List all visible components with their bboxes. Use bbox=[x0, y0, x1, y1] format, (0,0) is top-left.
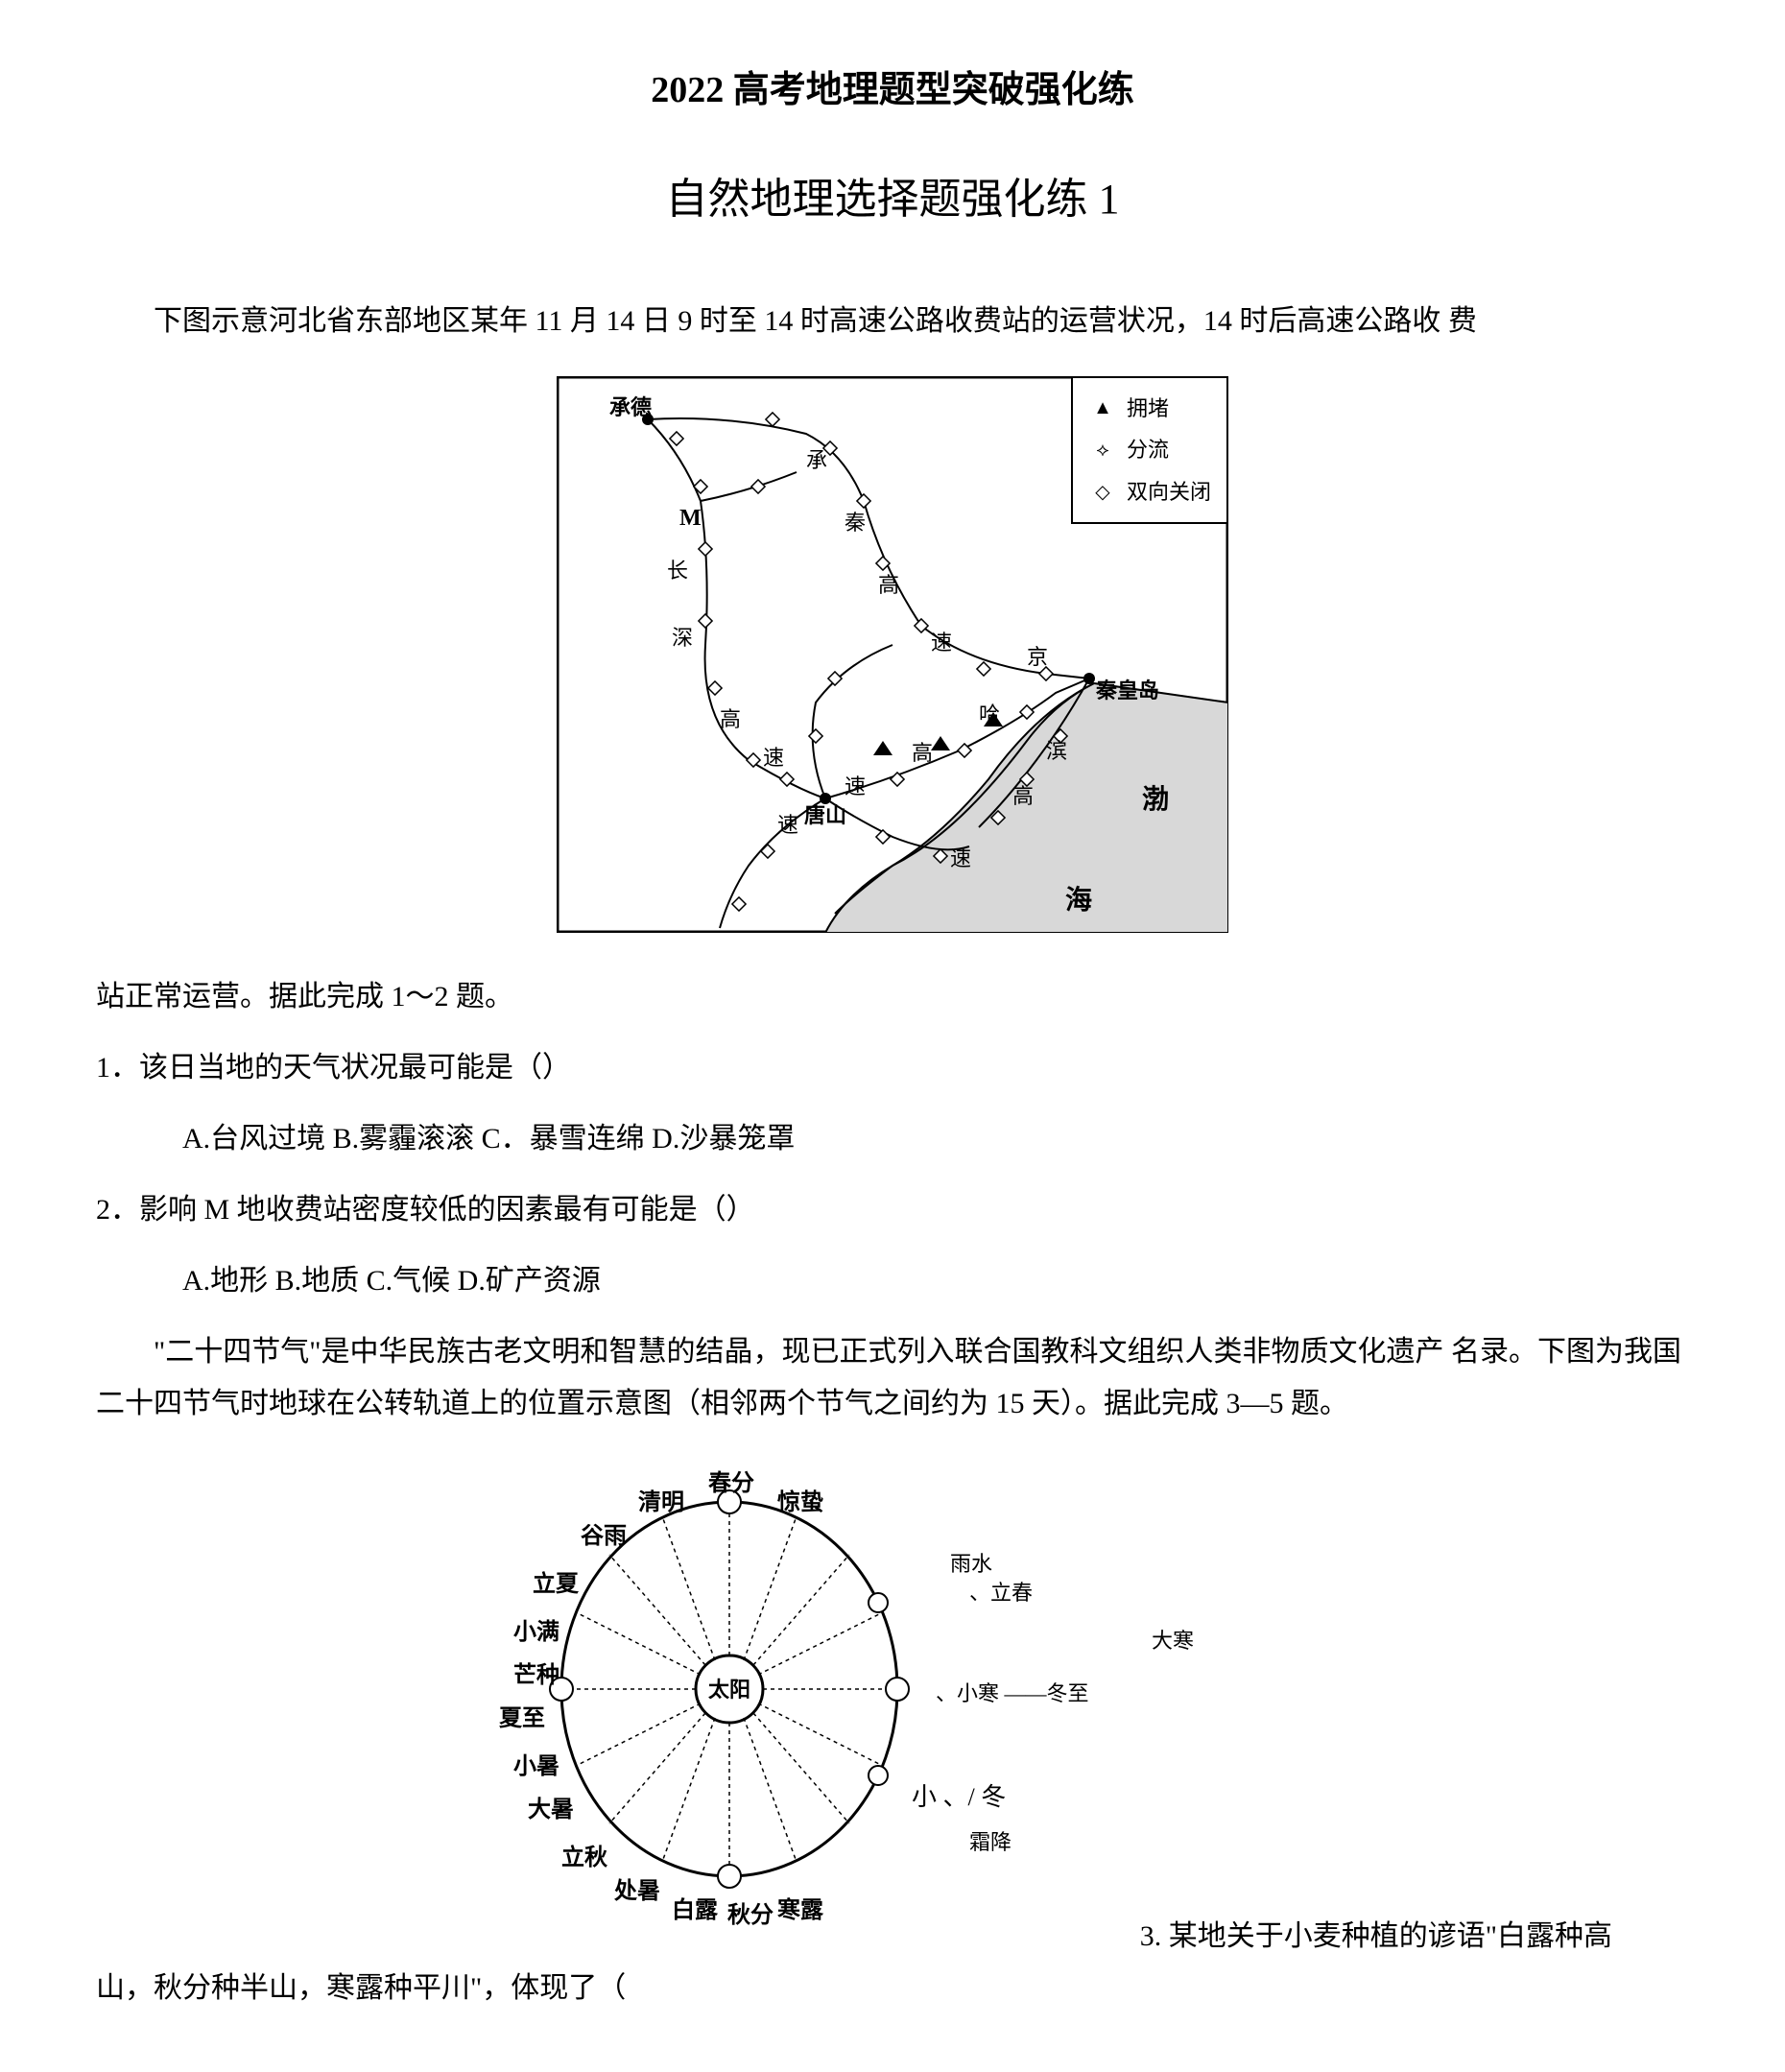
legend-closed-symbol: ◇ bbox=[1088, 475, 1117, 510]
svg-text:高: 高 bbox=[1012, 784, 1034, 808]
question-3-continuation: 山，秋分种半山，寒露种平川"，体现了（ bbox=[96, 1963, 1689, 2014]
svg-text:M: M bbox=[679, 506, 702, 531]
solar-figure-container: 太阳 bbox=[96, 1459, 1689, 1930]
svg-text:速: 速 bbox=[950, 846, 971, 870]
term-mangzhong: 芒种 bbox=[513, 1655, 559, 1697]
legend-closed: ◇ 双向关闭 bbox=[1088, 473, 1211, 512]
side-lichun: 、立春 bbox=[969, 1574, 1033, 1612]
legend-congestion: ▲ 拥堵 bbox=[1088, 390, 1211, 428]
svg-text:哈: 哈 bbox=[979, 703, 1000, 726]
svg-text:高: 高 bbox=[878, 573, 899, 597]
svg-text:秦: 秦 bbox=[845, 511, 866, 535]
term-xiaoshu: 小暑 bbox=[513, 1747, 559, 1788]
svg-text:高: 高 bbox=[912, 741, 933, 765]
passage-2: "二十四节气"是中华民族古老文明和智慧的结晶，现已正式列入联合国教科文组织人类非… bbox=[96, 1326, 1689, 1430]
svg-text:京: 京 bbox=[1027, 645, 1048, 669]
map-figure: 承德 唐山 秦皇岛 M 长 深 高 速 承 秦 高 速 京 哈 高 速 滨 高 … bbox=[557, 376, 1228, 933]
question-2-stem: 2．影响 M 地收费站密度较低的因素最有可能是（） bbox=[96, 1184, 1689, 1236]
main-title: 2022 高考地理题型突破强化练 bbox=[96, 58, 1689, 123]
map-legend: ▲ 拥堵 ⟡ 分流 ◇ 双向关闭 bbox=[1071, 376, 1228, 525]
svg-text:海: 海 bbox=[1065, 885, 1092, 916]
term-qingming: 清明 bbox=[638, 1483, 684, 1524]
term-chunfen: 春分 bbox=[708, 1464, 754, 1505]
term-chushu: 处暑 bbox=[614, 1871, 660, 1913]
term-jingzhe: 惊蛰 bbox=[777, 1483, 823, 1524]
term-qiufen: 秋分 bbox=[727, 1895, 774, 1937]
question-2-choices: A.地形 B.地质 C.气候 D.矿产资源 bbox=[182, 1255, 1689, 1307]
term-bailu: 白露 bbox=[672, 1891, 718, 1932]
svg-text:速: 速 bbox=[931, 631, 952, 655]
map-figure-container: 承德 唐山 秦皇岛 M 长 深 高 速 承 秦 高 速 京 哈 高 速 滨 高 … bbox=[96, 376, 1689, 943]
side-lidong: 小 、/ 冬 bbox=[912, 1775, 1006, 1821]
legend-diversion-symbol: ⟡ bbox=[1088, 433, 1117, 467]
side-shuangjiang: 霜降 bbox=[969, 1823, 1012, 1862]
svg-text:承: 承 bbox=[806, 448, 827, 472]
legend-diversion: ⟡ 分流 bbox=[1088, 431, 1211, 469]
term-hanlu: 寒露 bbox=[777, 1891, 823, 1932]
svg-text:滨: 滨 bbox=[1046, 739, 1067, 763]
city-qinhuangdao-label: 秦皇岛 bbox=[1095, 679, 1159, 703]
sub-title: 自然地理选择题强化练 1 bbox=[96, 161, 1689, 237]
side-dahan: 大寒 bbox=[1152, 1622, 1194, 1660]
side-xiaohan: 、小寒 ——冬至 bbox=[936, 1675, 1089, 1713]
continuation-1: 站正常运营。据此完成 1～2 题。 bbox=[96, 971, 1689, 1023]
legend-congestion-label: 拥堵 bbox=[1127, 390, 1169, 428]
svg-text:速: 速 bbox=[845, 774, 866, 798]
svg-text:长: 长 bbox=[667, 559, 688, 583]
legend-congestion-symbol: ▲ bbox=[1088, 391, 1117, 425]
svg-text:速: 速 bbox=[777, 813, 798, 837]
legend-diversion-label: 分流 bbox=[1127, 431, 1169, 469]
question-1-choices: A.台风过境 B.雾霾滚滚 C．暴雪连绵 D.沙暴笼罩 bbox=[182, 1113, 1689, 1165]
svg-text:速: 速 bbox=[763, 746, 784, 770]
city-chengde-label: 承德 bbox=[609, 395, 652, 419]
solar-terms-figure: 太阳 bbox=[461, 1459, 1324, 1919]
legend-closed-label: 双向关闭 bbox=[1127, 473, 1211, 512]
svg-text:深: 深 bbox=[672, 626, 693, 650]
term-xiaoman: 小满 bbox=[513, 1612, 559, 1654]
svg-text:渤: 渤 bbox=[1142, 784, 1169, 815]
svg-text:高: 高 bbox=[720, 707, 741, 731]
intro-paragraph-1: 下图示意河北省东部地区某年 11 月 14 日 9 时至 14 时高速公路收费站… bbox=[96, 296, 1689, 347]
term-xiazhi: 夏至 bbox=[499, 1699, 545, 1740]
term-dashu: 大暑 bbox=[528, 1790, 574, 1831]
term-liqiu: 立秋 bbox=[561, 1838, 607, 1879]
svg-text:太阳: 太阳 bbox=[708, 1678, 750, 1702]
term-guyu: 谷雨 bbox=[581, 1516, 627, 1558]
question-1-stem: 1．该日当地的天气状况最可能是（） bbox=[96, 1042, 1689, 1094]
term-lixia: 立夏 bbox=[533, 1564, 579, 1606]
city-tangshan-label: 唐山 bbox=[804, 803, 846, 827]
